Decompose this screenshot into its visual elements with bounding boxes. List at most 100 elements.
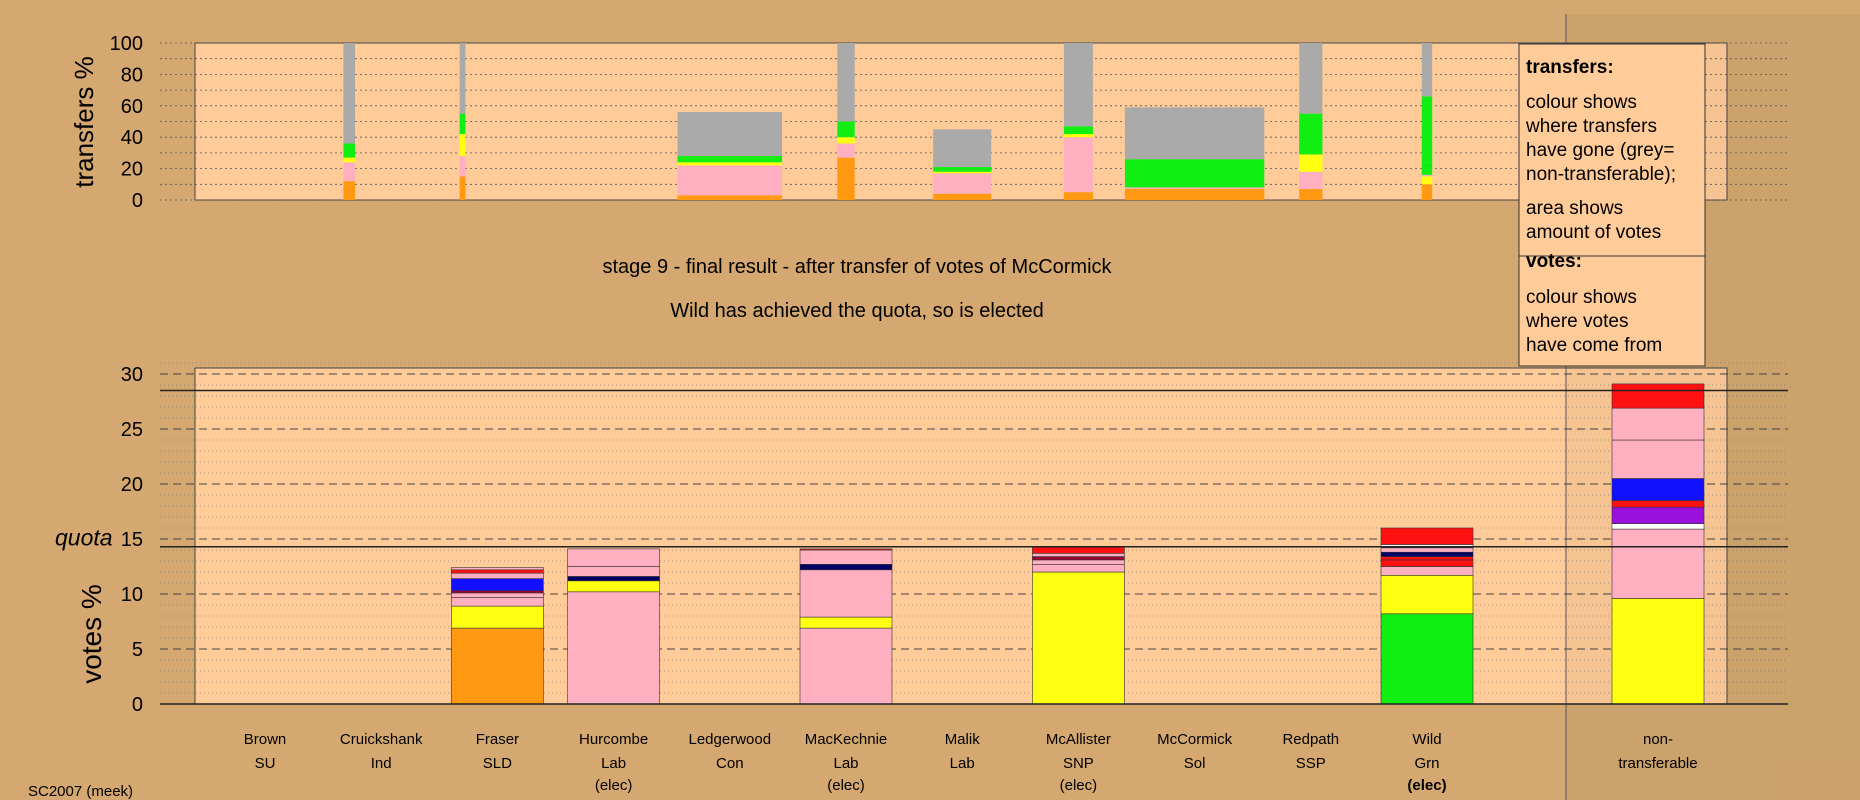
transfer-bar-segment — [1421, 162, 1433, 175]
candidate-party: Lab — [950, 755, 975, 772]
vote-bar-segment — [799, 569, 893, 618]
transfer-bar-segment — [1299, 171, 1323, 190]
vote-bar-segment — [1611, 598, 1705, 705]
vote-bar-segment — [451, 605, 544, 629]
transfers-tick-label: 100 — [110, 33, 143, 55]
legend-transfers-line: non-transferable); — [1526, 164, 1676, 185]
votes-axis-label: votes % — [76, 584, 107, 684]
transfer-bar-segment — [1124, 159, 1265, 188]
candidate-name: Redpath — [1282, 731, 1339, 748]
transfers-axis-label: transfers % — [69, 56, 99, 188]
transfer-bar-segment — [1421, 174, 1433, 177]
vote-bar-segment — [1380, 566, 1474, 576]
transfer-bar-segment — [1063, 126, 1093, 135]
transfer-bar-segment — [459, 134, 466, 157]
vote-bar-segment — [1380, 574, 1474, 615]
transfer-bar-segment — [459, 156, 466, 177]
vote-bar-segment — [1032, 546, 1125, 554]
vote-bar-segment — [567, 576, 660, 582]
vote-bar-segment — [1032, 552, 1125, 557]
footer-id: SC2007 (meek) — [28, 783, 133, 800]
candidate-name: Malik — [945, 731, 981, 748]
vote-bar-segment — [1380, 547, 1474, 553]
quota-label: quota — [55, 525, 113, 551]
legend-votes-heading: votes: — [1526, 251, 1582, 272]
transfer-bar-segment — [459, 43, 466, 114]
transfers-tick-label: 40 — [121, 127, 143, 149]
transfer-bar-segment — [1299, 43, 1323, 114]
transfer-bar-segment — [933, 173, 992, 194]
transfer-bar-segment — [677, 195, 783, 200]
votes-tick-label: 10 — [121, 584, 143, 606]
vote-bar-segment — [567, 580, 660, 593]
transfer-bar-segment — [933, 167, 992, 172]
vote-bar-segment — [1611, 439, 1705, 479]
transfer-bar-segment — [1421, 43, 1433, 97]
candidate-party: SSP — [1296, 755, 1326, 772]
transfer-bar-segment — [933, 193, 992, 200]
transfers-tick-label: 80 — [121, 64, 143, 86]
transfer-bar-segment — [677, 165, 783, 196]
transfer-bar-segment — [1124, 189, 1265, 200]
candidate-name: Fraser — [476, 731, 519, 748]
votes-tick-label: 5 — [132, 639, 143, 661]
transfers-tick-label: 20 — [121, 159, 143, 181]
candidate-name: non- — [1643, 731, 1673, 748]
transfer-bar-segment — [1124, 187, 1265, 190]
transfer-bar-segment — [933, 171, 992, 174]
vote-bar-segment — [799, 563, 893, 571]
vote-bar-segment — [451, 578, 544, 591]
votes-tick-label: 15 — [121, 529, 143, 551]
vote-bar-segment — [1611, 528, 1705, 599]
legend-area-line: amount of votes — [1526, 222, 1661, 243]
transfer-bar-segment — [933, 129, 992, 168]
candidate-name: Hurcombe — [579, 731, 648, 748]
vote-bar-segment — [1611, 506, 1705, 524]
vote-bar-segment — [1032, 556, 1125, 561]
transfer-bar-segment — [343, 143, 356, 158]
candidate-party: Lab — [601, 755, 626, 772]
vote-bar-segment — [1380, 551, 1474, 557]
legend-transfers-line: colour shows — [1526, 92, 1637, 113]
vote-bar-segment — [567, 548, 660, 567]
vote-bar-segment — [1611, 500, 1705, 508]
candidate-party: transferable — [1618, 755, 1697, 772]
candidate-party: SNP — [1063, 755, 1094, 772]
transfers-plot: 0 20 40 60 80 100 transfers % — [69, 33, 1788, 212]
legend-votes-line: colour shows — [1526, 287, 1637, 308]
vote-bar-segment — [1380, 559, 1474, 567]
votes-plot: 0 5 10 15 20 25 30 quota votes % — [55, 14, 1788, 800]
transfer-bar-segment — [677, 156, 783, 163]
vote-bar-segment — [1380, 556, 1474, 561]
transfers-tick-label: 60 — [121, 96, 143, 118]
legend-transfers-line: where transfers — [1525, 116, 1657, 137]
vote-bar-segment — [451, 567, 544, 571]
candidate-party: Ind — [371, 755, 392, 772]
candidate-status: (elec) — [595, 777, 633, 794]
transfer-bar-segment — [677, 162, 783, 166]
vote-bar-segment — [567, 566, 660, 577]
votes-tick-label: 0 — [132, 694, 143, 716]
stage-subtitle: Wild has achieved the quota, so is elect… — [670, 300, 1044, 322]
transfer-bar-segment — [1124, 107, 1265, 160]
transfer-bar-segment — [1421, 176, 1433, 185]
vote-bar-segment — [1380, 613, 1474, 705]
votes-tick-label: 25 — [121, 419, 143, 441]
transfers-tick-label: 0 — [132, 190, 143, 212]
candidate-name: McCormick — [1157, 731, 1232, 748]
vote-bar-segment — [1032, 571, 1125, 705]
vote-bar-segment — [451, 569, 544, 574]
vote-bar-segment — [799, 549, 893, 565]
transfer-bar-segment — [837, 121, 855, 138]
candidate-party: Con — [716, 755, 744, 772]
candidate-party: SU — [255, 755, 276, 772]
vote-bar-segment — [451, 590, 544, 594]
vote-bar-segment — [451, 596, 544, 607]
vote-bar-segment — [1032, 559, 1125, 565]
transfer-bar-segment — [1299, 113, 1323, 155]
legend: transfers: colour shows where transfers … — [1518, 43, 1706, 367]
candidate-name: McAllister — [1046, 731, 1111, 748]
transfer-bar-segment — [343, 162, 356, 182]
votes-plot-area — [194, 367, 1728, 705]
